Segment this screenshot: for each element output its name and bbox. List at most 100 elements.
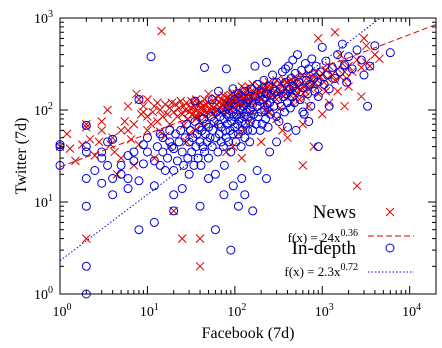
news-point xyxy=(178,235,186,243)
indepth-point xyxy=(262,58,270,66)
indepth-point xyxy=(98,179,106,187)
indepth-point xyxy=(143,148,151,156)
news-point xyxy=(98,117,106,125)
indepth-point xyxy=(299,108,307,116)
news-point xyxy=(143,112,151,120)
news-point xyxy=(117,126,125,134)
indepth-point xyxy=(293,51,301,59)
indepth-point xyxy=(124,175,132,183)
news-point xyxy=(86,135,94,143)
indepth-point xyxy=(184,154,192,162)
x-tick-label: 104 xyxy=(402,302,421,320)
news-point xyxy=(196,262,204,270)
indepth-point xyxy=(360,71,368,79)
indepth-point xyxy=(178,185,186,193)
news-point xyxy=(238,154,246,162)
legend-cross-marker xyxy=(386,208,394,216)
indepth-point xyxy=(161,166,169,174)
news-point xyxy=(334,87,342,95)
indepth-point xyxy=(269,71,277,79)
indepth-point xyxy=(168,143,176,151)
news-point xyxy=(104,106,112,114)
news-point xyxy=(161,100,169,108)
indepth-point xyxy=(82,262,90,270)
news-point xyxy=(318,110,326,118)
indepth-point xyxy=(82,121,90,129)
news-point xyxy=(170,108,178,116)
indepth-point xyxy=(205,175,213,183)
indepth-point xyxy=(353,46,361,54)
news-point xyxy=(357,93,365,101)
indepth-point xyxy=(150,182,158,190)
news-point xyxy=(375,55,383,63)
indepth-point xyxy=(170,166,178,174)
legend-label-indepth: In-depth xyxy=(292,238,357,259)
news-point xyxy=(66,145,74,153)
indepth-point xyxy=(229,182,237,190)
indepth-point xyxy=(289,56,297,64)
indepth-point xyxy=(156,161,164,169)
legend-circle-marker xyxy=(386,244,394,252)
indepth-point xyxy=(104,161,112,169)
indepth-point xyxy=(91,166,99,174)
indepth-point xyxy=(222,65,230,73)
news-point xyxy=(362,42,370,50)
x-tick-label: 103 xyxy=(315,302,334,320)
news-point xyxy=(121,117,129,125)
y-axis-label: Twitter (7d) xyxy=(13,118,30,195)
indepth-point xyxy=(234,202,242,210)
news-point xyxy=(283,134,291,142)
indepth-point xyxy=(238,175,246,183)
news-point xyxy=(189,110,197,118)
news-point xyxy=(205,90,213,98)
y-tick-label: 101 xyxy=(34,193,53,211)
news-point xyxy=(257,138,265,146)
indepth-point xyxy=(229,85,237,93)
news-point xyxy=(196,235,204,243)
y-tick-label: 100 xyxy=(34,285,53,303)
news-point xyxy=(299,161,307,169)
indepth-point xyxy=(295,78,303,86)
indepth-fit-line xyxy=(60,0,436,261)
indepth-point xyxy=(312,62,320,70)
indepth-point xyxy=(283,123,291,131)
x-tick-label: 102 xyxy=(227,302,246,320)
indepth-point xyxy=(211,226,219,234)
indepth-point xyxy=(308,55,316,63)
indepth-point xyxy=(251,62,259,70)
indepth-point xyxy=(214,87,222,95)
indepth-point xyxy=(130,157,138,165)
indepth-point xyxy=(220,161,228,169)
x-axis-label: Facebook (7d) xyxy=(202,325,295,342)
indepth-point xyxy=(109,191,117,199)
indepth-point xyxy=(318,43,326,51)
x-tick-label: 101 xyxy=(140,302,159,320)
indepth-point xyxy=(82,143,90,151)
indepth-point xyxy=(325,85,333,93)
legend-marker-indepth xyxy=(386,244,394,252)
indepth-point xyxy=(135,226,143,234)
indepth-point xyxy=(170,145,178,153)
indepth-point xyxy=(188,148,196,156)
news-point xyxy=(360,34,368,42)
legend-marker-news xyxy=(386,208,394,216)
legend: News f(x) = 24x0.36 In-depth f(x) = 2.3x… xyxy=(284,202,414,279)
indepth-point xyxy=(82,202,90,210)
indepth-point xyxy=(130,148,138,156)
y-tick-label: 102 xyxy=(34,101,53,119)
indepth-point xyxy=(82,175,90,183)
news-point xyxy=(98,126,106,134)
indepth-point xyxy=(124,185,132,193)
news-point xyxy=(130,161,138,169)
indepth-point xyxy=(314,143,322,151)
x-tick-label: 100 xyxy=(53,302,72,320)
news-point xyxy=(314,34,322,42)
indepth-point xyxy=(139,160,147,168)
legend-label-news: News xyxy=(313,202,356,223)
news-point xyxy=(95,138,103,146)
news-point xyxy=(158,27,166,35)
indepth-point xyxy=(150,218,158,226)
news-point xyxy=(127,135,135,143)
news-point xyxy=(341,102,349,110)
